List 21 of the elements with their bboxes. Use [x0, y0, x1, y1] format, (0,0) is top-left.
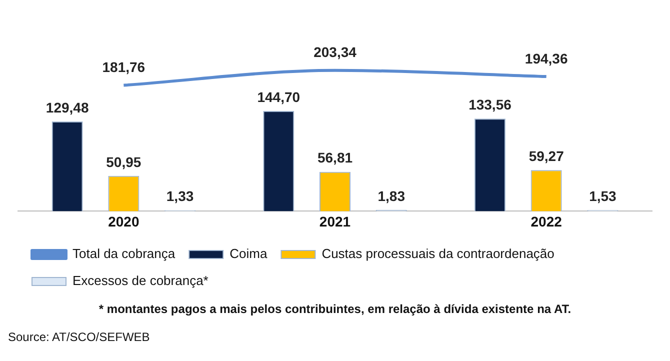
legend-label: Total da cobrança [72, 246, 176, 262]
data-label: 144,70 [257, 88, 300, 105]
data-label: 129,48 [46, 99, 89, 116]
data-label: 181,76 [102, 59, 146, 76]
x-tick-label: 2020 [108, 213, 140, 230]
legend-label: Coima [230, 246, 268, 262]
data-label: 1,83 [378, 188, 406, 204]
data-label: 1,53 [589, 188, 617, 204]
data-label: 56,81 [317, 150, 353, 166]
data-label: 59,27 [528, 148, 564, 164]
data-label: 50,95 [106, 154, 142, 170]
x-tick-label: 2021 [319, 213, 351, 230]
data-label: 203,34 [314, 44, 357, 60]
x-tick-label: 2022 [530, 213, 562, 230]
source-note: Source: AT/SCO/SEFWEB [8, 330, 151, 344]
legend-label: Excessos de cobrança* [72, 273, 208, 288]
text: * montantes pagos a mais pelos contribuintes, em relação à dívida existente na AT. [98, 302, 572, 316]
legend-label: Custas processuais da contraordenação [322, 246, 554, 262]
data-label: 133,56 [468, 96, 512, 113]
data-label: 1,33 [166, 188, 194, 204]
data-label: 194,36 [524, 50, 568, 66]
